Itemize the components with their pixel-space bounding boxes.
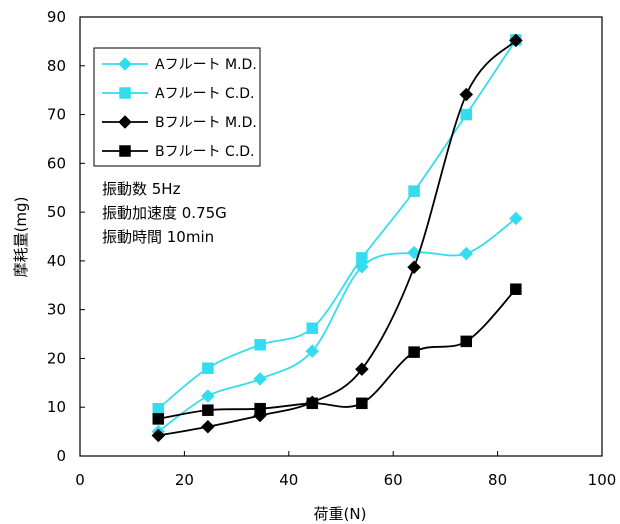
data-point (460, 335, 473, 348)
x-tick-label: 0 (75, 471, 85, 489)
data-point (201, 389, 215, 403)
legend-item: Bフルート C.D. (102, 144, 255, 160)
legend-item: Aフルート M.D. (102, 57, 257, 73)
data-point (407, 260, 421, 275)
legend-item: Aフルート C.D. (102, 86, 254, 102)
data-point (152, 413, 165, 425)
y-tick-label: 90 (47, 8, 66, 26)
legend-label: Aフルート M.D. (155, 57, 257, 73)
data-point (201, 419, 215, 434)
y-tick-label: 40 (47, 252, 66, 270)
data-point (355, 362, 369, 377)
annotation-acceleration: 振動加速度 0.75G (102, 204, 227, 222)
legend-marker (118, 115, 132, 129)
data-point (253, 372, 267, 386)
data-point (510, 283, 522, 295)
x-tick-label: 40 (279, 471, 298, 489)
data-point (356, 397, 368, 410)
y-tick-label: 30 (47, 301, 66, 319)
data-point (151, 428, 166, 443)
legend-label: Bフルート C.D. (155, 144, 255, 160)
x-axis-title: 荷重(N) (314, 505, 367, 523)
data-point (306, 322, 319, 334)
data-point (459, 246, 474, 261)
y-axis-title: 摩耗量(mg) (12, 197, 30, 278)
legend-item: Bフルート M.D. (102, 115, 257, 131)
x-tick-label: 100 (588, 471, 617, 489)
data-point (254, 402, 266, 415)
y-tick-labels: 0 10 20 30 40 50 60 70 80 90 (47, 8, 66, 465)
series-layer (151, 33, 523, 443)
series-4 (152, 283, 522, 425)
legend-label: Aフルート C.D. (155, 86, 254, 102)
data-point (509, 33, 523, 48)
annotation-duration: 振動時間 10min (102, 228, 214, 246)
data-point (306, 397, 319, 410)
data-point (152, 402, 165, 415)
x-tick-label: 60 (384, 471, 403, 489)
data-point (356, 252, 368, 264)
y-tick-label: 50 (47, 203, 66, 221)
data-point (460, 108, 473, 121)
data-point (254, 339, 266, 351)
legend: Aフルート M.D. Aフルート C.D. Bフルート M.D. Bフルート C.D. (93, 47, 261, 167)
y-tick-label: 10 (47, 398, 66, 416)
data-point (408, 185, 420, 197)
plot-border (79, 16, 603, 457)
annotation-block: 振動数 5Hz 振動加速度 0.75G 振動時間 10min (102, 180, 227, 246)
data-point (202, 404, 214, 416)
data-point (202, 362, 214, 374)
legend-marker (119, 87, 131, 99)
x-tick-labels: 0 20 40 60 80 100 (75, 471, 616, 489)
y-tick-label: 60 (47, 154, 66, 172)
data-point (305, 344, 320, 358)
y-tick-label: 20 (47, 349, 66, 367)
data-point (459, 87, 474, 102)
y-tick-label: 70 (47, 106, 66, 124)
legend-marker (119, 145, 131, 157)
x-tick-label: 20 (175, 471, 194, 489)
series-line (157, 217, 517, 433)
legend-marker (118, 57, 132, 71)
data-point (509, 211, 523, 226)
plot-area (79, 16, 603, 457)
y-tick-label: 80 (47, 57, 66, 75)
legend-label: Bフルート M.D. (155, 115, 257, 131)
data-point (407, 245, 421, 260)
annotation-frequency: 振動数 5Hz (102, 180, 181, 198)
x-tick-label: 80 (488, 471, 507, 489)
series-2 (152, 34, 522, 415)
data-point (408, 346, 420, 358)
y-tick-label: 0 (56, 447, 66, 465)
series-1 (151, 211, 523, 439)
series-3 (151, 33, 523, 443)
axis-ticks (79, 16, 603, 457)
